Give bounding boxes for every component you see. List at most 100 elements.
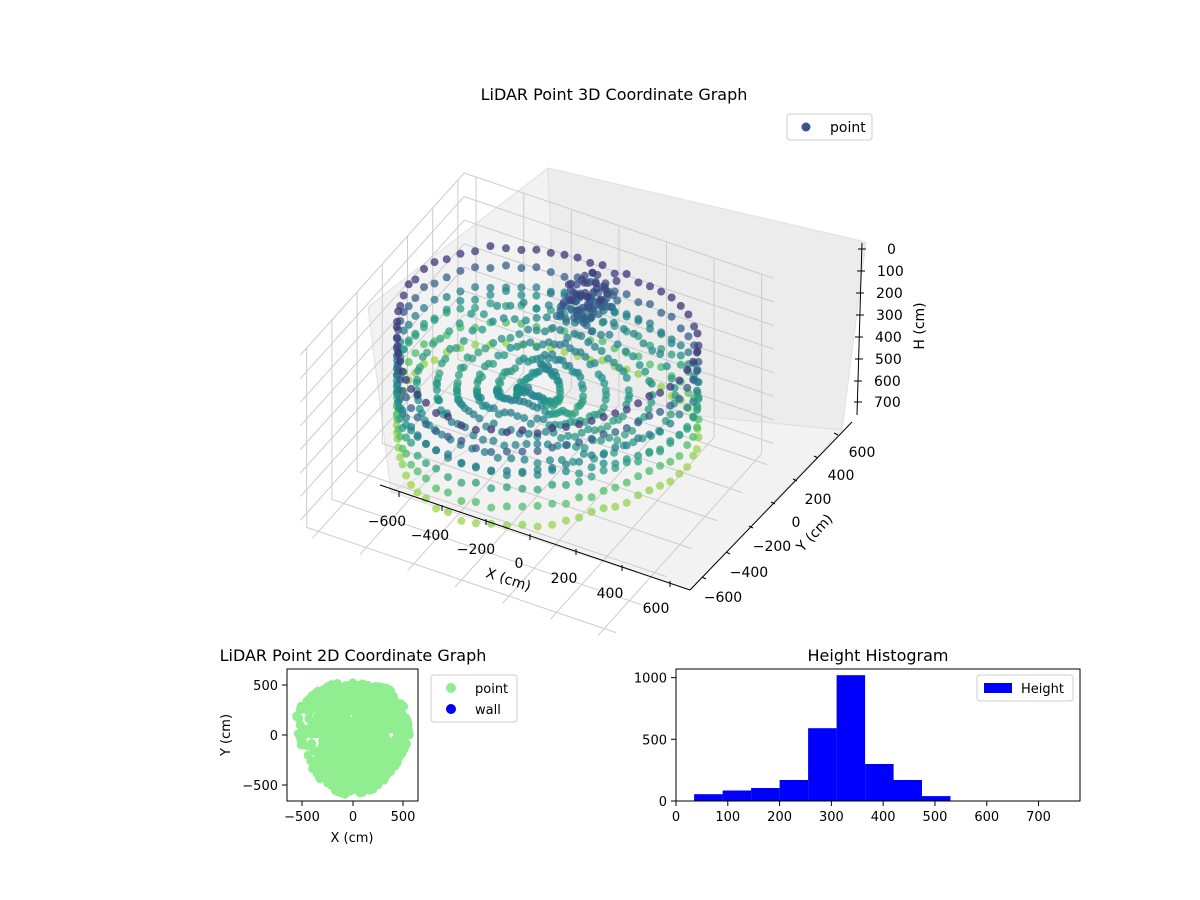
point-3d (657, 328, 666, 337)
point-2d (339, 707, 349, 717)
point-3d (611, 502, 620, 511)
point-2d (316, 703, 326, 713)
point-3d (541, 427, 550, 436)
point-3d (486, 299, 495, 308)
point-3d (599, 459, 608, 468)
point-3d (413, 467, 422, 476)
point-3d (398, 367, 407, 376)
point-3d (488, 317, 497, 326)
point-2d (380, 773, 390, 783)
point-3d (546, 248, 555, 257)
point-3d (622, 290, 631, 299)
point-3d (468, 326, 477, 335)
point-3d (540, 327, 549, 336)
point-2d (337, 685, 347, 695)
point-3d (562, 499, 570, 508)
point-3d (518, 520, 527, 529)
y3d-tick-mark (725, 551, 731, 555)
point-3d (599, 466, 608, 475)
point-3d (402, 413, 411, 422)
point-3d (422, 459, 430, 468)
point-3d (422, 474, 430, 483)
point-2d (360, 734, 370, 744)
point-2d (303, 750, 313, 760)
point-3d (420, 323, 428, 332)
point-2d (343, 734, 352, 744)
point-3d (444, 450, 452, 459)
point-3d (480, 362, 489, 371)
chart-3d-title: LiDAR Point 3D Coordinate Graph (481, 85, 748, 104)
point-2d (355, 788, 365, 798)
histogram-bar (779, 780, 809, 801)
point-3d (487, 484, 496, 493)
y2d-tick-label: 0 (270, 729, 278, 744)
hist-x-tick-label: 300 (819, 810, 844, 825)
point-3d (502, 244, 510, 253)
point-2d (359, 752, 369, 762)
point-3d (517, 246, 526, 254)
point-3d (402, 471, 411, 480)
point-3d (656, 445, 665, 454)
point-3d (471, 519, 480, 528)
y3d-tick-label: 600 (849, 445, 876, 461)
y3d-tick-label: 0 (792, 515, 801, 531)
point-3d (562, 460, 570, 469)
point-3d (518, 502, 527, 511)
point-3d (413, 451, 422, 460)
x3d-tick-label: −400 (411, 528, 449, 544)
point-3d (675, 469, 684, 478)
point-3d (430, 258, 439, 267)
point-3d (446, 344, 455, 353)
point-3d (580, 444, 589, 452)
point-3d (570, 329, 579, 338)
point-3d (479, 310, 488, 319)
point-3d (511, 440, 520, 449)
point-3d (456, 296, 465, 305)
point-3d (622, 405, 631, 414)
point-3d (666, 419, 675, 428)
point-3d (457, 421, 466, 430)
point-2d (325, 686, 335, 695)
point-3d (495, 387, 504, 396)
grid-line-x (549, 258, 715, 620)
point-3d (544, 301, 553, 310)
point-3d (657, 308, 666, 317)
point-3d (645, 486, 654, 495)
point-2d (345, 780, 355, 790)
point-3d (575, 493, 584, 502)
point-3d (620, 430, 629, 439)
histogram-border (675, 668, 1081, 802)
point-3d (473, 378, 482, 387)
z3d-tick-label: 100 (877, 264, 904, 280)
point-3d (684, 332, 693, 341)
point-3d (634, 491, 643, 500)
y3d-tick-label: −600 (704, 590, 742, 606)
histogram-bar (865, 764, 894, 801)
point-2d (389, 759, 399, 769)
point-3d (622, 478, 631, 487)
point-3d (456, 266, 465, 275)
z3d-tick-label: 300 (876, 308, 903, 324)
point-3d (494, 410, 503, 419)
point-3d (411, 331, 420, 340)
point-3d (694, 341, 703, 350)
point-3d (622, 373, 631, 382)
point-3d (548, 424, 557, 433)
grid-line-x (597, 274, 763, 636)
histogram-title: Height Histogram (808, 646, 949, 665)
point-3d (546, 456, 554, 465)
point-3d (621, 347, 630, 356)
z3d-tick-label: 700 (874, 395, 901, 411)
y3d-tick-label: −200 (753, 539, 791, 555)
point-3d (560, 272, 569, 281)
point-3d (444, 432, 452, 441)
point-3d (420, 283, 428, 292)
point-3d (413, 488, 422, 497)
point-3d (634, 457, 643, 466)
point-3d (587, 327, 596, 336)
point-3d (471, 478, 480, 487)
point-3d (689, 397, 698, 406)
point-3d (587, 451, 596, 460)
y-axis-2d: 500 0 −500 (242, 679, 287, 794)
point-3d (559, 298, 568, 307)
